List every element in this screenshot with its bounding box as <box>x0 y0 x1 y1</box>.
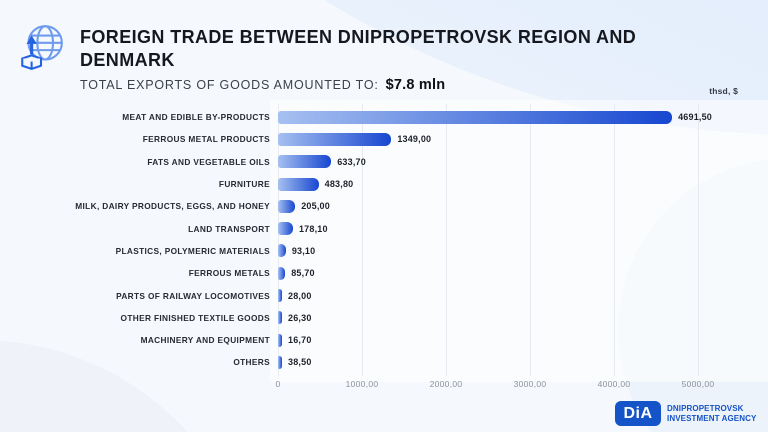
bar <box>278 266 286 280</box>
plot-panel <box>270 100 768 382</box>
value-label: 38,50 <box>288 357 312 368</box>
subtitle-text: TOTAL EXPORTS OF GOODS AMOUNTED TO: <box>80 78 379 92</box>
agency-name: DNIPROPETROVSK INVESTMENT AGENCY <box>667 404 756 423</box>
value-label: 178,10 <box>298 223 328 234</box>
gridline <box>446 104 447 376</box>
bar-track: 483,80 <box>278 177 698 191</box>
chart-row: OTHERS 38,50 <box>0 351 768 373</box>
bar <box>278 311 282 325</box>
value-label: 483,80 <box>324 179 354 190</box>
bar-track: 26,30 <box>278 311 698 325</box>
chart-row: FURNITURE 483,80 <box>0 173 768 195</box>
value-label: 26,30 <box>288 312 312 323</box>
chart-row: FERROUS METALS 85,70 <box>0 262 768 284</box>
bar-track: 633,70 <box>278 155 698 169</box>
category-label: OTHERS <box>233 357 270 368</box>
category-label: MACHINERY AND EQUIPMENT <box>140 335 270 346</box>
chart-row: MACHINERY AND EQUIPMENT 16,70 <box>0 329 768 351</box>
globe-export-icon <box>21 25 63 70</box>
value-label: 85,70 <box>291 268 315 279</box>
category-label: FERROUS METALS <box>188 268 270 279</box>
bar-track: 28,00 <box>278 289 698 303</box>
axis-unit-label: thsd, $ <box>709 86 738 96</box>
page-title: FOREIGN TRADE BETWEEN DNIPROPETROVSK REG… <box>80 26 720 72</box>
chart-row: FERROUS METAL PRODUCTS 1349,00 <box>0 128 768 150</box>
subtitle-total-value: $7.8 mln <box>385 77 446 93</box>
bar-track: 85,70 <box>278 266 698 280</box>
x-tick-label: 0 <box>275 379 281 389</box>
subtitle: TOTAL EXPORTS OF GOODS AMOUNTED TO: $7.8… <box>80 77 445 93</box>
bar <box>278 132 392 146</box>
category-label: FERROUS METAL PRODUCTS <box>142 134 270 145</box>
gridlines <box>278 104 699 376</box>
bar <box>278 155 332 169</box>
bar <box>278 222 293 236</box>
bar-track: 178,10 <box>278 222 698 236</box>
chart-row: LAND TRANSPORT 178,10 <box>0 217 768 239</box>
bar <box>278 355 282 369</box>
chart-row: OTHER FINISHED TEXTILE GOODS 26,30 <box>0 307 768 329</box>
category-label: FATS AND VEGETABLE OILS <box>147 156 270 167</box>
chart-row: PLASTICS, POLYMERIC MATERIALS 93,10 <box>0 240 768 262</box>
chart-rows: MEAT AND EDIBLE BY-PRODUCTS 4691,50 FERROU… <box>0 106 768 374</box>
page-title-line1: FOREIGN TRADE BETWEEN DNIPROPETROVSK REG… <box>80 27 637 47</box>
bar <box>278 110 673 124</box>
category-label: MILK, DAIRY PRODUCTS, EGGS, AND HONEY <box>75 201 270 212</box>
bar <box>278 177 319 191</box>
category-label: MEAT AND EDIBLE BY-PRODUCTS <box>122 112 270 123</box>
bar <box>278 244 286 258</box>
value-label: 28,00 <box>288 290 312 301</box>
chart-row: PARTS OF RAILWAY LOCOMOTIVES 28,00 <box>0 284 768 306</box>
chart-row: MILK, DAIRY PRODUCTS, EGGS, AND HONEY 205… <box>0 195 768 217</box>
category-label: OTHER FINISHED TEXTILE GOODS <box>120 312 270 323</box>
agency-logo: DiA DNIPROPETROVSK INVESTMENT AGENCY <box>615 401 756 426</box>
bar-track: 205,00 <box>278 199 698 213</box>
bar <box>278 199 296 213</box>
dia-logo-icon: DiA <box>615 401 661 426</box>
value-label: 633,70 <box>337 156 366 167</box>
page-title-line2: DENMARK <box>80 50 175 70</box>
gridline <box>362 104 363 376</box>
value-label: 93,10 <box>291 245 316 256</box>
value-label: 205,00 <box>301 201 330 212</box>
value-label: 4691,50 <box>678 112 713 123</box>
value-label: 1349,00 <box>397 134 432 145</box>
gridline <box>698 104 699 376</box>
bar-track: 16,70 <box>278 333 698 347</box>
chart-row: FATS AND VEGETABLE OILS 633,70 <box>0 151 768 173</box>
x-tick-label: 1000,00 <box>345 379 379 389</box>
gridline <box>278 104 279 376</box>
x-tick-label: 3000,00 <box>513 379 547 389</box>
category-label: PARTS OF RAILWAY LOCOMOTIVES <box>116 290 270 301</box>
x-tick-label: 4000,00 <box>597 379 631 389</box>
x-axis: 0 1000,00 2000,00 3000,00 4000,00 5000,00 <box>275 379 714 391</box>
chart-row: MEAT AND EDIBLE BY-PRODUCTS 4691,50 <box>0 106 768 128</box>
bar <box>278 289 282 303</box>
bar-track: 93,10 <box>278 244 698 258</box>
x-tick-label: 5000,00 <box>681 379 715 389</box>
value-label: 16,70 <box>288 335 312 346</box>
x-tick-label: 2000,00 <box>429 379 463 389</box>
category-label: FURNITURE <box>218 179 270 190</box>
bar-track: 4691,50 <box>278 110 712 124</box>
bar-track: 1349,00 <box>278 132 698 146</box>
gridline <box>530 104 531 376</box>
gridline <box>614 104 615 376</box>
bar <box>278 333 282 347</box>
category-label: LAND TRANSPORT <box>188 223 270 234</box>
agency-name-line2: INVESTMENT AGENCY <box>667 413 757 423</box>
agency-name-line1: DNIPROPETROVSK <box>667 404 744 413</box>
category-label: PLASTICS, POLYMERIC MATERIALS <box>115 245 270 256</box>
bar-track: 38,50 <box>278 355 698 369</box>
